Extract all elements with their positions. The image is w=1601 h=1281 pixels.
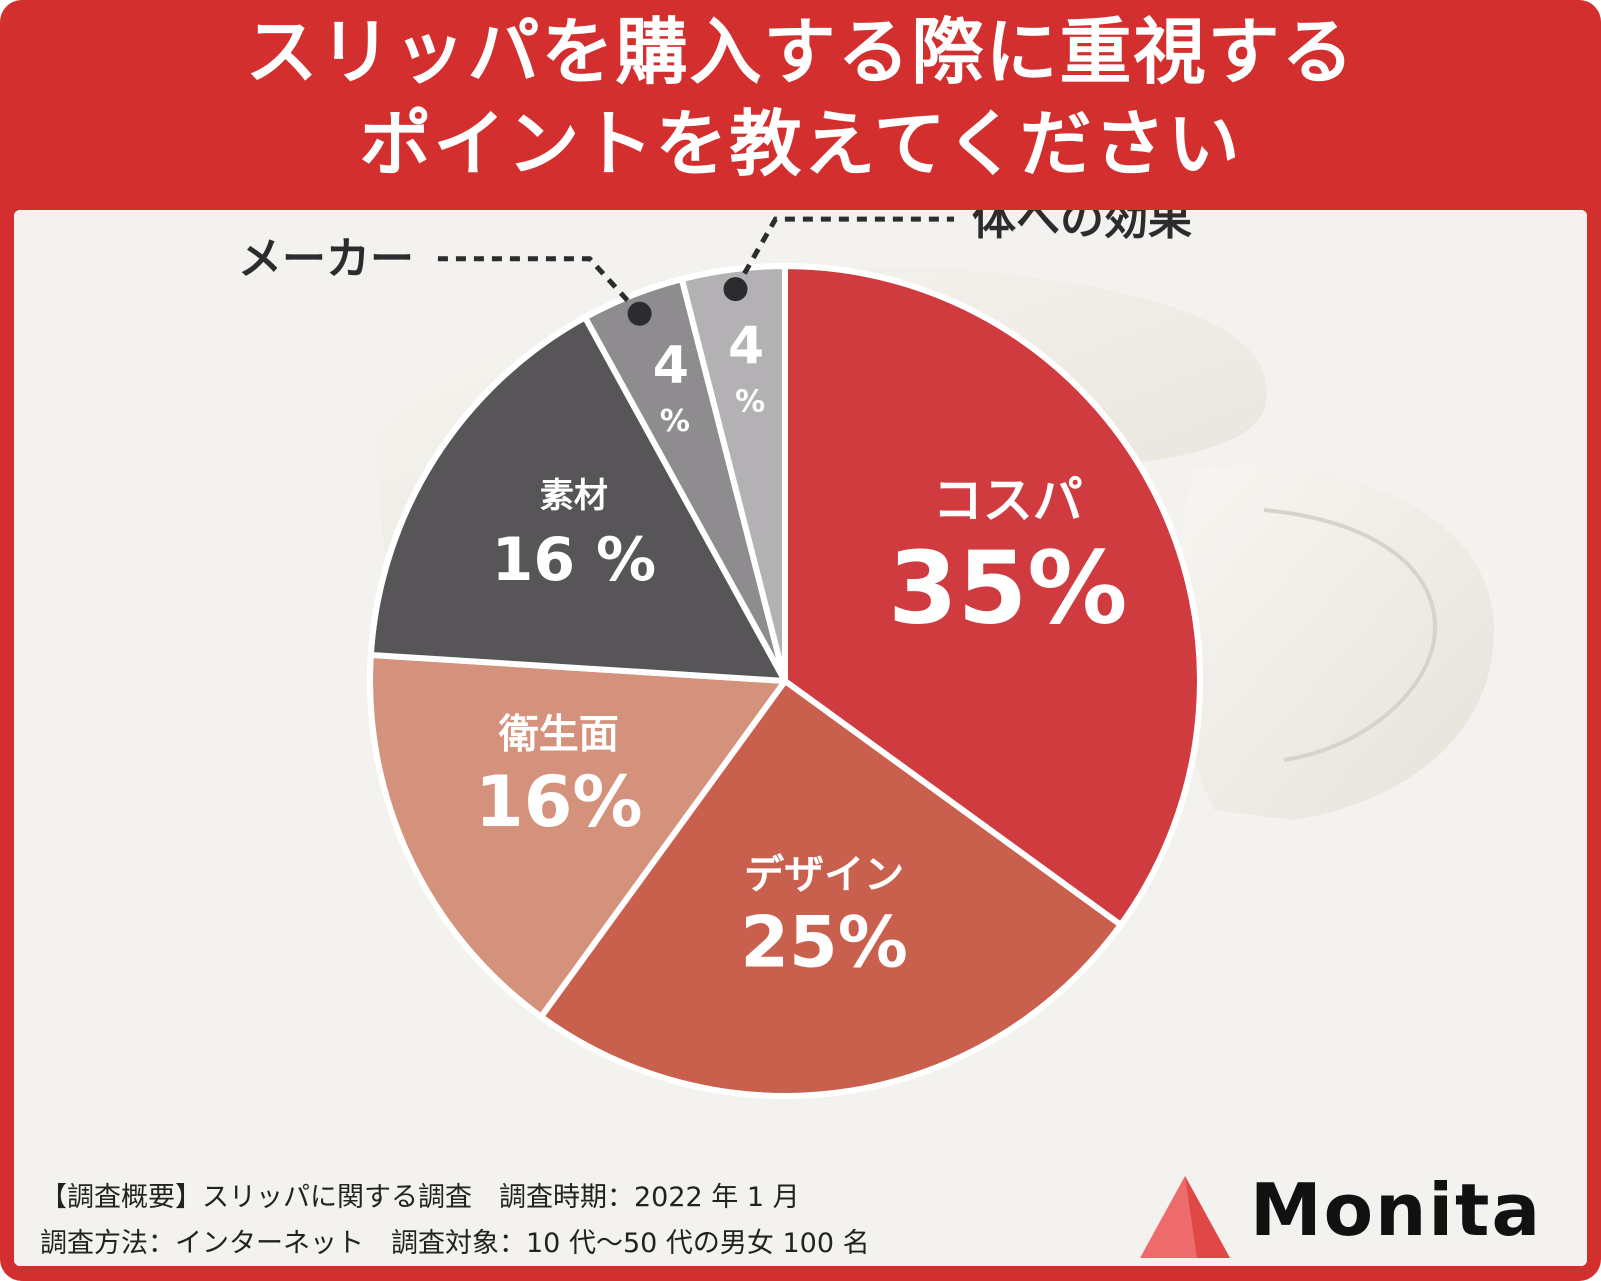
- slice-value-percent: %: [660, 404, 690, 439]
- pie-outline: [367, 263, 1203, 1099]
- monita-triangle-icon: [1140, 1176, 1230, 1258]
- slice-value-label: 35%: [888, 530, 1127, 647]
- slice-label: 衛生面: [498, 711, 619, 757]
- slice-value-label: 16 %: [492, 525, 657, 595]
- survey-summary-line-2: 調査方法：インターネット 調査対象：10 代〜50 代の男女 100 名: [40, 1228, 870, 1259]
- leader-line-maker: [434, 256, 642, 316]
- slice-label: コスパ: [933, 472, 1083, 530]
- leader-line-body-effect: [733, 216, 954, 291]
- title-line-1: スリッパを購入する際に重視する: [245, 10, 1356, 94]
- slice-value-label: 16%: [475, 761, 643, 843]
- chart-title: スリッパを購入する際に重視する ポイントを教えてください: [0, 6, 1601, 206]
- slice-label: 素材: [540, 476, 608, 516]
- slice-value-label: 25%: [740, 901, 908, 983]
- brand-name: Monita: [1250, 1168, 1543, 1252]
- survey-summary-line-1: 【調査概要】スリッパに関する調査 調査時期：2022 年 1 月: [40, 1182, 800, 1213]
- slice-label: デザイン: [744, 852, 904, 898]
- slice-value-number: 4: [728, 316, 764, 376]
- slice-value-percent: %: [735, 384, 765, 419]
- survey-summary: 【調査概要】スリッパに関する調査 調査時期：2022 年 1 月 調査方法：イン…: [40, 1175, 1090, 1267]
- title-line-2: ポイントを教えてください: [359, 102, 1242, 186]
- slice-label-maker: メーカー: [238, 234, 414, 285]
- monita-logo: Monita: [1135, 1168, 1575, 1260]
- slice-label-body-effect: 体への効果: [972, 210, 1192, 245]
- chart-panel: コスパ 35% デザイン 25% 衛生面 16% 素材 16 % 4% 4% メーカー 体への効果: [14, 210, 1587, 1266]
- slice-value-number: 4: [653, 336, 689, 396]
